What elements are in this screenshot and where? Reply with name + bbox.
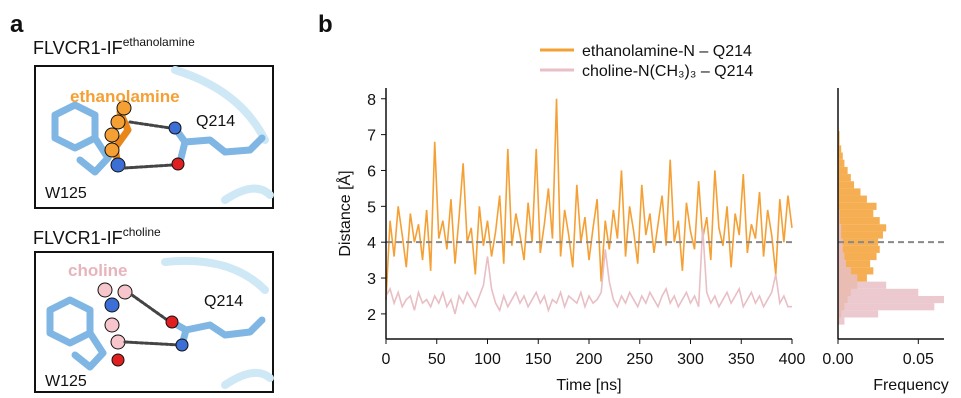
structure-title: FLVCR1-IFethanolamine [33,35,195,58]
x-tick-label: 400 [779,351,806,368]
hist-bar [838,196,867,203]
hist-bar [838,317,844,324]
x-tick-label: 0.00 [822,351,853,368]
x-tick-label: 150 [525,351,552,368]
hist-bar [838,282,886,289]
panel-label: b [318,11,333,38]
structure-top: ethanolamine Q214 W125 [35,66,273,208]
hist-bar [838,310,878,317]
hist-bar [838,260,846,267]
data-line [386,99,792,300]
hist-bar [838,210,873,217]
x-tick-label: 300 [677,351,704,368]
hist-bar [838,188,860,195]
hist-bar [838,253,844,260]
x-tick-label: 350 [728,351,755,368]
x-tick-label: 200 [576,351,603,368]
hist-bar [838,174,851,181]
x-axis-label: Frequency [873,377,949,394]
hist-bar [838,181,854,188]
hist-bar [838,224,886,231]
structure-title: FLVCR1-IFcholine [33,225,161,248]
y-tick-label: 2 [367,307,376,324]
residue-label: W125 [45,373,87,390]
structure-bottom: choline Q214 W125 [35,252,273,392]
y-axis-label: Distance [Å] [335,170,354,256]
y-tick-label: 3 [367,271,376,288]
x-tick-label: 50 [428,351,446,368]
y-tick-label: 6 [367,163,376,180]
y-tick-label: 5 [367,199,376,216]
y-tick-label: 4 [367,235,376,252]
hist-bar [838,289,918,296]
hist-bar [838,231,883,238]
residue-label: Q214 [196,113,235,130]
hist-bar [838,167,848,174]
residue-label: Q214 [204,293,243,310]
figure: a b FLVCR1-IFethanolamine ethanolamine Q… [0,0,961,398]
residue-label: W125 [45,185,87,202]
legend-label: choline-N(CH₃)₃ – Q214 [582,63,753,80]
title-superscript: choline [123,225,161,239]
hist-bar [838,160,844,167]
x-tick-label: 250 [626,351,653,368]
title-text: FLVCR1-IF [33,228,123,248]
title-text: FLVCR1-IF [33,38,123,58]
y-tick-label: 8 [367,92,376,109]
page: a b FLVCR1-IFethanolamine ethanolamine Q… [0,0,961,398]
hist-bar [838,267,851,274]
hist-bar [838,274,857,281]
hist-bar [838,246,880,253]
x-tick-label: 100 [474,351,501,368]
hist-bar [838,217,880,224]
hist-bar [838,303,934,310]
x-tick-label: 0.05 [903,351,934,368]
ligand-label: ethanolamine [70,87,180,106]
panel-label: a [10,11,24,38]
ligand-label: choline [68,261,128,280]
x-tick-label: 0 [382,351,391,368]
hist-bar [838,203,877,210]
hist-bar [838,296,944,303]
x-axis-label: Time [ns] [556,377,621,394]
title-superscript: ethanolamine [123,35,195,49]
legend-label: ethanolamine-N – Q214 [582,43,752,60]
y-tick-label: 7 [367,128,376,145]
